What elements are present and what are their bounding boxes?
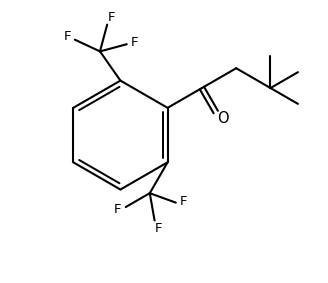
Text: O: O (217, 112, 229, 127)
Text: F: F (64, 30, 72, 43)
Text: F: F (107, 11, 115, 24)
Text: F: F (131, 36, 138, 49)
Text: F: F (114, 203, 122, 216)
Text: F: F (155, 222, 162, 235)
Text: F: F (180, 195, 188, 208)
